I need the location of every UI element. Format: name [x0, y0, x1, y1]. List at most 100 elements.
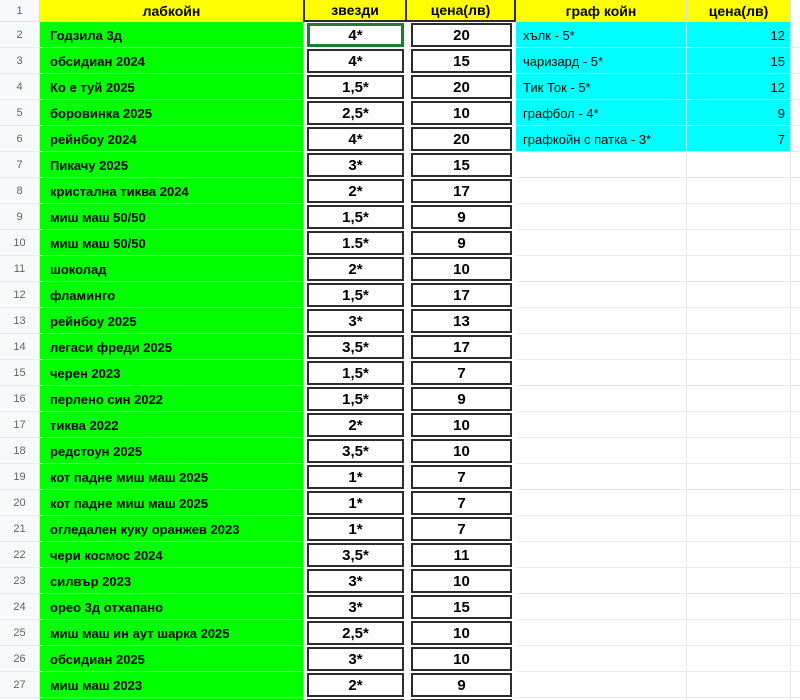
row-number[interactable] [0, 698, 40, 700]
price-cell-box[interactable]: 7 [411, 465, 512, 489]
graphcoin-name-cell[interactable] [516, 204, 687, 230]
graphcoin-price-cell[interactable] [687, 178, 791, 204]
price-cell-box[interactable]: 10 [411, 413, 512, 437]
price-cell-box[interactable]: 9 [411, 205, 512, 229]
price-cell-box[interactable]: 10 [411, 257, 512, 281]
stars-cell[interactable]: 2* [303, 412, 407, 438]
row-number[interactable]: 14 [0, 334, 40, 360]
graphcoin-price-cell[interactable]: 15 [687, 48, 791, 74]
column-header-stars[interactable]: звезди [303, 0, 407, 22]
price-cell[interactable]: 7 [407, 516, 516, 542]
row-number[interactable]: 26 [0, 646, 40, 672]
price-cell-box[interactable]: 10 [411, 647, 512, 671]
row-number[interactable]: 15 [0, 360, 40, 386]
price-cell[interactable]: 9 [407, 204, 516, 230]
graphcoin-name-cell[interactable] [516, 230, 687, 256]
stars-cell-box[interactable]: 3* [307, 595, 404, 619]
row-number[interactable]: 10 [0, 230, 40, 256]
graphcoin-name-cell[interactable] [516, 412, 687, 438]
stars-cell[interactable]: 1,5* [303, 360, 407, 386]
price-cell[interactable]: 7 [407, 490, 516, 516]
stars-cell[interactable]: 1* [303, 490, 407, 516]
graphcoin-name-cell[interactable] [516, 698, 687, 700]
graphcoin-name-cell[interactable] [516, 646, 687, 672]
row-number[interactable]: 20 [0, 490, 40, 516]
graphcoin-price-cell[interactable]: 9 [687, 100, 791, 126]
price-cell-box[interactable]: 13 [411, 309, 512, 333]
stars-cell-box[interactable]: 4* [307, 49, 404, 73]
row-number[interactable]: 9 [0, 204, 40, 230]
graphcoin-price-cell[interactable]: 7 [687, 126, 791, 152]
graphcoin-name-cell[interactable] [516, 334, 687, 360]
graphcoin-price-cell[interactable] [687, 464, 791, 490]
row-number[interactable]: 19 [0, 464, 40, 490]
stars-cell[interactable]: 1,5* [303, 204, 407, 230]
stars-cell[interactable]: 2,5* [303, 100, 407, 126]
stars-cell[interactable]: 3* [303, 152, 407, 178]
graphcoin-name-cell[interactable] [516, 386, 687, 412]
graphcoin-price-cell[interactable]: 12 [687, 22, 791, 48]
row-number[interactable]: 3 [0, 48, 40, 74]
stars-cell[interactable]: 3* [303, 646, 407, 672]
stars-cell-box[interactable]: 3* [307, 309, 404, 333]
stars-cell[interactable]: 2* [303, 256, 407, 282]
graphcoin-name-cell[interactable] [516, 256, 687, 282]
price-cell[interactable]: 13 [407, 308, 516, 334]
row-number[interactable]: 7 [0, 152, 40, 178]
graphcoin-price-cell[interactable] [687, 542, 791, 568]
graphcoin-name-cell[interactable] [516, 464, 687, 490]
graphcoin-name-cell[interactable]: хълк - 5* [516, 22, 687, 48]
labcoin-name-cell[interactable]: боровинка 2025 [40, 100, 303, 126]
price-cell-box[interactable]: 15 [411, 49, 512, 73]
graphcoin-price-cell[interactable] [687, 516, 791, 542]
labcoin-name-cell[interactable]: тиква 2022 [40, 412, 303, 438]
stars-cell-box[interactable]: 3,5* [307, 335, 404, 359]
price-cell[interactable]: 11 [407, 542, 516, 568]
price-cell-box[interactable]: 7 [411, 517, 512, 541]
price-cell-box[interactable]: 15 [411, 595, 512, 619]
stars-cell[interactable]: 2,5* [303, 620, 407, 646]
row-number[interactable]: 16 [0, 386, 40, 412]
graphcoin-name-cell[interactable] [516, 568, 687, 594]
graphcoin-price-cell[interactable] [687, 672, 791, 698]
stars-cell[interactable]: 4* [303, 22, 407, 48]
row-number[interactable]: 2 [0, 22, 40, 48]
row-number[interactable]: 5 [0, 100, 40, 126]
stars-cell-box[interactable]: 4* [307, 127, 404, 151]
price-cell[interactable]: 20 [407, 22, 516, 48]
price-cell[interactable]: 20 [407, 74, 516, 100]
price-cell-box[interactable]: 9 [411, 673, 512, 697]
graphcoin-price-cell[interactable] [687, 568, 791, 594]
labcoin-name-cell[interactable]: миш маш 50/50 [40, 230, 303, 256]
labcoin-name-cell[interactable]: Годзила 3д [40, 22, 303, 48]
price-cell[interactable]: 10 [407, 100, 516, 126]
graphcoin-name-cell[interactable]: графкойн с патка - 3* [516, 126, 687, 152]
graphcoin-price-cell[interactable] [687, 204, 791, 230]
price-cell[interactable]: 7 [407, 464, 516, 490]
stars-cell-box[interactable]: 1,5* [307, 205, 404, 229]
row-number[interactable]: 18 [0, 438, 40, 464]
stars-cell-box[interactable]: 2* [307, 179, 404, 203]
graphcoin-price-cell[interactable] [687, 152, 791, 178]
price-cell[interactable]: 10 [407, 646, 516, 672]
price-cell-box[interactable]: 17 [411, 283, 512, 307]
graphcoin-name-cell[interactable] [516, 620, 687, 646]
price-cell-box[interactable]: 11 [411, 543, 512, 567]
graphcoin-name-cell[interactable] [516, 542, 687, 568]
price-cell-box[interactable]: 20 [411, 127, 512, 151]
graphcoin-price-cell[interactable] [687, 386, 791, 412]
price-cell[interactable]: 10 [407, 438, 516, 464]
labcoin-name-cell[interactable]: кот падне миш маш 2025 [40, 490, 303, 516]
stars-cell[interactable]: 4* [303, 48, 407, 74]
row-number[interactable]: 11 [0, 256, 40, 282]
graphcoin-price-cell[interactable] [687, 230, 791, 256]
stars-cell[interactable]: 3* [303, 594, 407, 620]
stars-cell[interactable]: 3,5* [303, 438, 407, 464]
graphcoin-price-cell[interactable] [687, 490, 791, 516]
price-cell[interactable]: 17 [407, 334, 516, 360]
price-cell[interactable]: 9 [407, 386, 516, 412]
price-cell[interactable]: 10 [407, 620, 516, 646]
stars-cell-box[interactable]: 2* [307, 413, 404, 437]
graphcoin-name-cell[interactable] [516, 490, 687, 516]
labcoin-name-cell[interactable]: шоколад [40, 256, 303, 282]
